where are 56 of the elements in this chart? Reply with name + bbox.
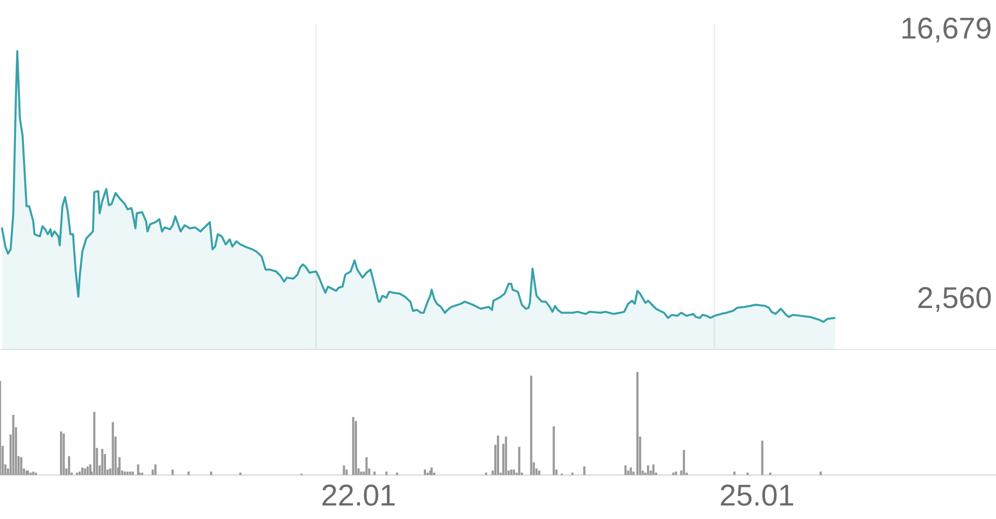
- bar: [346, 470, 348, 475]
- bar: [210, 472, 212, 475]
- bar: [126, 472, 129, 475]
- bar: [342, 465, 346, 475]
- bar: [112, 422, 114, 475]
- bar: [352, 416, 354, 475]
- bar: [12, 414, 14, 475]
- bar: [124, 472, 126, 475]
- bar: [538, 470, 540, 475]
- bar: [68, 456, 70, 475]
- bar: [518, 446, 520, 475]
- x-tick-label: 22.01: [321, 479, 396, 512]
- bar: [632, 472, 635, 475]
- bar: [32, 472, 34, 475]
- bar: [84, 468, 86, 475]
- bar: [512, 470, 516, 475]
- bar: [20, 457, 22, 475]
- bar: [354, 421, 357, 475]
- bar: [430, 467, 433, 475]
- bar: [652, 464, 654, 475]
- bar: [646, 465, 650, 475]
- bar: [624, 465, 627, 475]
- bar: [733, 472, 736, 475]
- x-tick-label: 25.01: [719, 479, 794, 512]
- bar: [674, 472, 678, 475]
- bar: [682, 450, 685, 475]
- bar: [510, 470, 512, 475]
- bar: [62, 433, 65, 475]
- y-tick-label: 2,560: [916, 282, 992, 316]
- bar: [530, 376, 532, 475]
- bar: [129, 472, 132, 475]
- bar: [636, 372, 639, 475]
- y-tick-label: 16,679: [900, 12, 992, 46]
- bar: [761, 440, 764, 475]
- bar: [60, 431, 62, 475]
- bar: [86, 466, 89, 475]
- bar: [93, 412, 96, 475]
- bar: [172, 470, 174, 475]
- bar: [78, 472, 81, 475]
- bar: [424, 470, 426, 475]
- bar: [187, 472, 190, 475]
- bar: [81, 467, 84, 475]
- bar: [101, 448, 104, 475]
- bar: [365, 457, 368, 475]
- bar: [360, 472, 362, 475]
- bar: [385, 472, 388, 475]
- bar: [373, 472, 376, 475]
- bar: [132, 472, 134, 475]
- bar: [154, 464, 156, 475]
- bar: [630, 467, 632, 475]
- bar: [504, 436, 508, 475]
- bar: [820, 472, 822, 475]
- bar: [583, 466, 586, 475]
- bar: [496, 436, 500, 475]
- bar: [552, 426, 555, 475]
- bar: [118, 457, 121, 475]
